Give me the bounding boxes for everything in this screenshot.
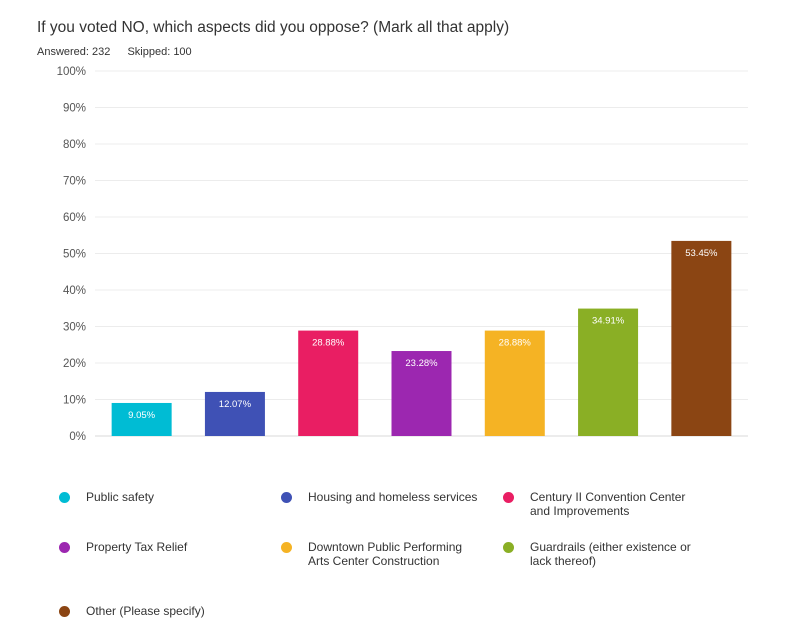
y-tick-label: 10% — [63, 395, 86, 407]
response-stats: Answered: 232 Skipped: 100 — [37, 46, 192, 58]
legend-item-other[interactable]: Other (Please specify) — [59, 604, 256, 618]
data-label: 28.88% — [312, 338, 345, 349]
legend-label: Other (Please specify) — [86, 604, 205, 618]
y-tick-label: 90% — [63, 103, 86, 115]
bar — [671, 240, 732, 436]
legend-swatch — [59, 542, 70, 553]
bar — [484, 330, 545, 436]
legend-item-century-ii[interactable]: Century II Convention Center and Improve… — [503, 490, 700, 518]
data-label: 28.88% — [499, 338, 532, 349]
y-tick-label: 30% — [63, 322, 86, 334]
data-label: 9.05% — [128, 410, 155, 421]
skipped-count: Skipped: 100 — [127, 46, 192, 58]
bar — [578, 308, 639, 436]
legend-label: Century II Convention Center and Improve… — [530, 490, 686, 518]
legend-item-arts-center[interactable]: Downtown Public Performing Arts Center C… — [281, 540, 478, 568]
y-tick-label: 50% — [63, 249, 86, 261]
y-tick-label: 20% — [63, 358, 86, 370]
legend-swatch — [503, 492, 514, 503]
data-label: 23.28% — [405, 358, 438, 369]
y-tick-label: 80% — [63, 139, 86, 151]
bar — [204, 391, 265, 436]
legend-label: Housing and homeless services — [308, 490, 478, 504]
legend-swatch — [281, 542, 292, 553]
legend-item-public-safety[interactable]: Public safety — [59, 490, 256, 504]
legend-label: Property Tax Relief — [86, 540, 188, 554]
y-tick-label: 0% — [69, 431, 86, 443]
data-label: 53.45% — [685, 248, 718, 259]
y-tick-label: 70% — [63, 176, 86, 188]
legend-item-guardrails[interactable]: Guardrails (either existence or lack the… — [503, 540, 700, 568]
data-label: 34.91% — [592, 316, 625, 327]
legend-label: Guardrails (either existence or lack the… — [530, 540, 691, 568]
chart-title: If you voted NO, which aspects did you o… — [37, 19, 510, 36]
bar — [298, 330, 359, 436]
legend-label: Public safety — [86, 490, 155, 504]
legend-swatch — [503, 542, 514, 553]
y-tick-label: 40% — [63, 285, 86, 297]
legend-swatch — [281, 492, 292, 503]
legend-label: Downtown Public Performing Arts Center C… — [308, 540, 463, 568]
answered-count: Answered: 232 — [37, 46, 111, 58]
y-tick-label: 100% — [57, 66, 86, 78]
bar — [391, 351, 452, 436]
legend-swatch — [59, 606, 70, 617]
legend-item-property-tax[interactable]: Property Tax Relief — [59, 540, 256, 554]
bar-chart: 0% 10% 20% 30% 40% 50% 60% 70% 80% 90% 100% 9.05% 12… — [57, 66, 748, 443]
y-tick-label: 60% — [63, 212, 86, 224]
data-label: 12.07% — [219, 399, 252, 410]
legend-swatch — [59, 492, 70, 503]
bar — [111, 402, 172, 436]
legend-item-housing[interactable]: Housing and homeless services — [281, 490, 478, 504]
